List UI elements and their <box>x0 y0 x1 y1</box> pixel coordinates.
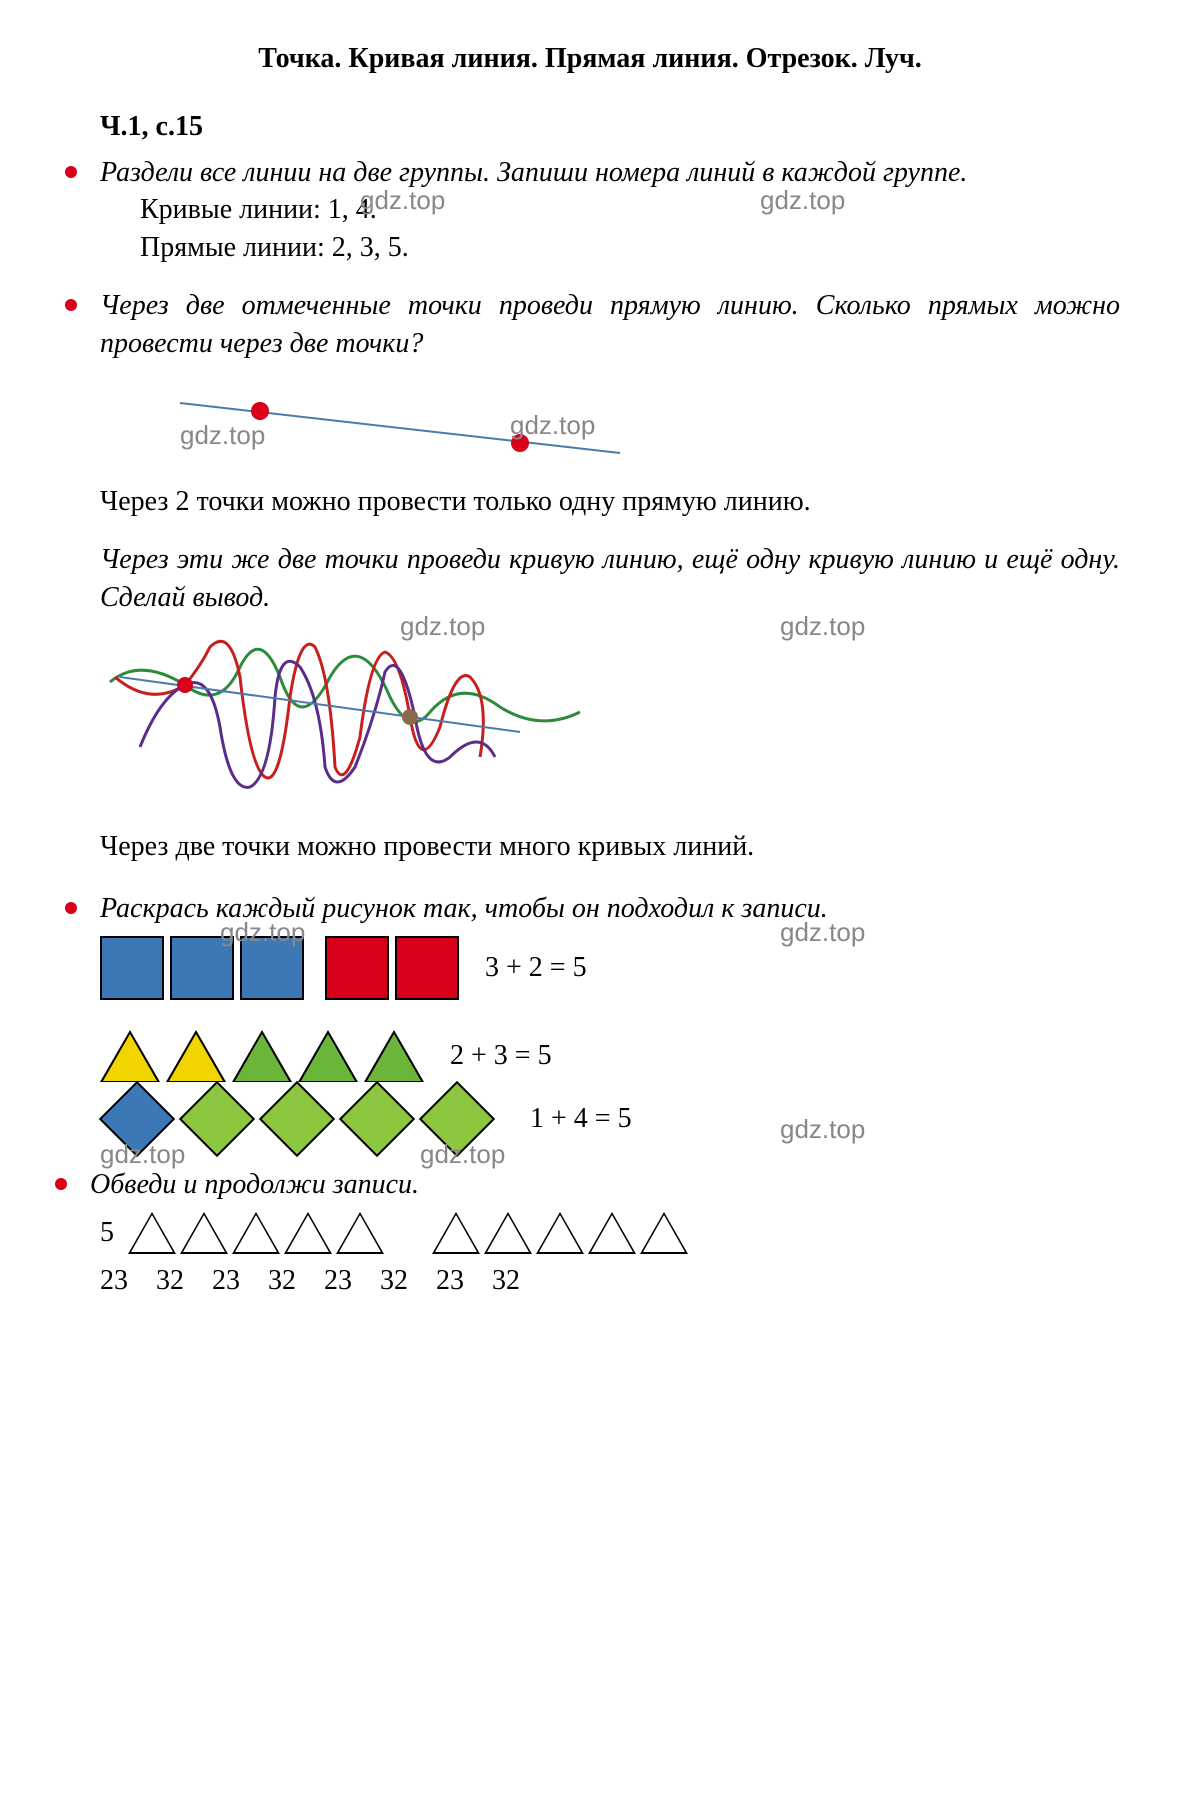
triangle-outline <box>432 1212 480 1254</box>
triangle-outline <box>284 1212 332 1254</box>
task3-prompt: Через эти же две точки проведи кривую ли… <box>100 541 1120 617</box>
page-title: Точка. Кривая линия. Прямая линия. Отрез… <box>60 40 1120 78</box>
square-shape <box>325 936 389 1000</box>
triangle-outline <box>180 1212 228 1254</box>
triangle-shape <box>100 1030 160 1082</box>
number-item: 23 <box>436 1262 464 1300</box>
triangle-outline <box>232 1212 280 1254</box>
watermark: gdz.top <box>780 609 865 644</box>
watermark: gdz.top <box>780 915 865 950</box>
watermark: gdz.top <box>420 1137 505 1172</box>
number-item: 23 <box>100 1262 128 1300</box>
number-item: 32 <box>380 1262 408 1300</box>
equation-text: 3 + 2 = 5 <box>485 949 587 987</box>
watermark: gdz.top <box>220 915 305 950</box>
task5-prompt: Обведи и продолжи записи. <box>90 1166 1120 1204</box>
bullet-icon <box>65 902 77 914</box>
number-item: 32 <box>492 1262 520 1300</box>
watermark: gdz.top <box>780 1112 865 1147</box>
subtitle: Ч.1, с.15 <box>100 108 1120 146</box>
task-2: Через две отмеченные точки проведи пряму… <box>60 287 1120 521</box>
task-3: Через эти же две точки проведи кривую ли… <box>60 541 1120 865</box>
watermark: gdz.top <box>760 183 845 218</box>
triangle-shape <box>298 1030 358 1082</box>
triangle-outline <box>484 1212 532 1254</box>
bullet-icon <box>65 166 77 178</box>
shapes-row-2: 2 + 3 = 5 <box>100 1030 1120 1082</box>
task2-answer: Через 2 точки можно провести только одну… <box>100 483 1120 521</box>
bullet-icon <box>65 299 77 311</box>
numbers-row: 23 32 23 32 23 32 23 32 <box>100 1262 1120 1300</box>
number-item: 23 <box>212 1262 240 1300</box>
task1-answer1: Кривые линии: 1, 4. <box>140 194 377 225</box>
curves-diagram <box>100 617 620 817</box>
triangle-outline <box>640 1212 688 1254</box>
number-item: 32 <box>156 1262 184 1300</box>
watermark: gdz.top <box>400 609 485 644</box>
number-five: 5 <box>100 1214 114 1252</box>
triangle-outline <box>536 1212 584 1254</box>
watermark: gdz.top <box>180 418 265 453</box>
triangle-shape <box>166 1030 226 1082</box>
task3-answer: Через две точки можно провести много кри… <box>100 828 1120 866</box>
task4-prompt: Раскрась каждый рисунок так, чтобы он по… <box>100 890 1120 928</box>
bullet-icon <box>55 1178 67 1190</box>
triangle-outline <box>336 1212 384 1254</box>
watermark: gdz.top <box>100 1137 185 1172</box>
task1-prompt: Раздели все линии на две группы. Запиши … <box>100 154 1120 192</box>
triangles-row: 5 <box>100 1212 1120 1254</box>
task-5: Обведи и продолжи записи. 5 23 32 23 32 23 32… <box>60 1166 1120 1300</box>
diamond-shape <box>259 1081 335 1157</box>
equation-text: 2 + 3 = 5 <box>450 1037 552 1075</box>
equation-text: 1 + 4 = 5 <box>530 1100 632 1138</box>
task-1: Раздели все линии на две группы. Запиши … <box>60 154 1120 267</box>
triangle-outline <box>588 1212 636 1254</box>
watermark: gdz.top <box>510 408 595 443</box>
square-shape <box>395 936 459 1000</box>
task4-prompt-text: Раскрась каждый рисунок так, чтобы он по… <box>100 893 828 924</box>
diamond-shape <box>339 1081 415 1157</box>
diamond-shape <box>179 1081 255 1157</box>
triangle-outline <box>128 1212 176 1254</box>
triangle-shape <box>364 1030 424 1082</box>
square-shape <box>100 936 164 1000</box>
task2-prompt: Через две отмеченные точки проведи пряму… <box>100 287 1120 363</box>
task1-answer2: Прямые линии: 2, 3, 5. <box>140 229 1120 267</box>
shapes-row-3: 1 + 4 = 5gdz.topgdz.topgdz.top <box>100 1092 1120 1146</box>
task-4: Раскрась каждый рисунок так, чтобы он по… <box>60 890 1120 1146</box>
number-item: 32 <box>268 1262 296 1300</box>
number-item: 23 <box>324 1262 352 1300</box>
watermark: gdz.top <box>360 183 445 218</box>
triangle-shape <box>232 1030 292 1082</box>
